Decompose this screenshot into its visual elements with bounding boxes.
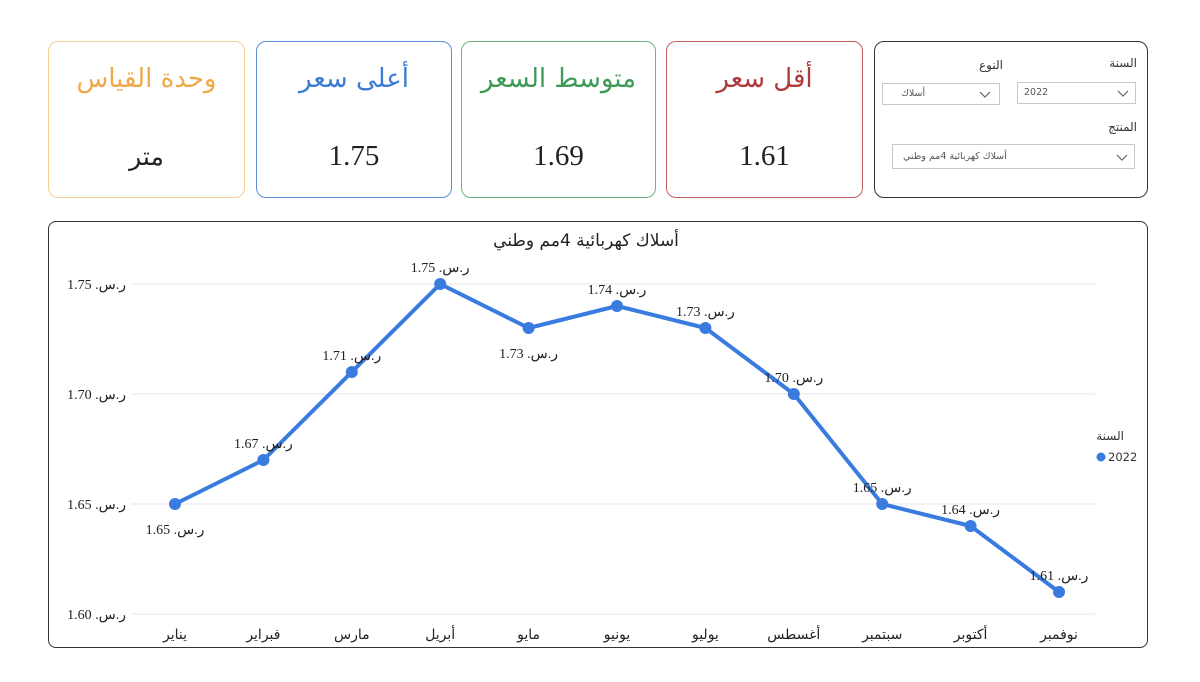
gridlines (131, 283, 1095, 615)
x-tick-label: فبراير (245, 627, 280, 643)
x-tick-label: أكتوبر (953, 625, 988, 643)
data-label: ر.س. 1.67 (234, 437, 293, 452)
data-point (169, 498, 181, 510)
x-tick-label: نوفمبر (1039, 627, 1078, 643)
data-label: ر.س. 1.65 (146, 523, 205, 538)
x-axis-ticks: يناير فبراير مارس أبريل مايو يونيو يوليو أغسطس س… (162, 625, 1078, 643)
type-dropdown-value: أسلاك (901, 88, 926, 99)
unit-card-value: متر (129, 142, 164, 171)
data-label: ر.س. 1.74 (588, 283, 647, 298)
price-line-chart: أسلاك كهربائية 4مم وطني ر.س. 1.60ر.س. 1.… (67, 229, 1137, 643)
data-point (964, 520, 977, 532)
price-chart-card: أسلاك كهربائية 4مم وطني ر.س. 1.60 ر.س. 1.… (48, 221, 1148, 648)
data-point (611, 300, 623, 312)
legend-series-label: 2022 (1108, 450, 1137, 464)
y-tick-label: ر.س. 1.70 (67, 388, 126, 403)
data-label: ر.س. 1.61 (1030, 569, 1089, 584)
data-point (876, 498, 889, 510)
data-point (787, 388, 800, 400)
data-label: ر.س. 1.70 (764, 371, 823, 386)
y-tick-label: ر.س. 1.65 (67, 498, 126, 513)
x-tick-label: أبريل (425, 625, 455, 643)
data-label: ر.س. 1.73 (676, 305, 735, 320)
chevron-down-icon (979, 91, 991, 98)
avg-price-card: متوسط السعر 1.69 (461, 41, 656, 198)
data-point (522, 322, 535, 334)
data-points (169, 278, 1065, 598)
y-axis-ticks: ر.س. 1.60 ر.س. 1.65 ر.س. 1.70 ر.س. 1.75 (67, 278, 126, 623)
x-tick-label: سبتمبر (861, 627, 902, 643)
min-price-value: 1.61 (739, 140, 790, 172)
data-label: ر.س. 1.64 (941, 503, 1000, 518)
data-label: ر.س. 1.73 (499, 347, 558, 362)
data-point (1053, 586, 1065, 598)
chevron-down-icon (1117, 90, 1129, 97)
max-price-value: 1.75 (328, 140, 380, 172)
data-label: ر.س. 1.71 (322, 349, 381, 364)
unit-card: وحدة القياس متر (48, 41, 245, 198)
type-dropdown[interactable]: أسلاك (882, 83, 1000, 105)
data-label: ر.س. 1.65 (853, 481, 912, 496)
product-dropdown-value: أسلاك كهربائية 4مم وطني (903, 151, 1007, 162)
type-filter-label: النوع (979, 58, 1003, 72)
filters-panel: السنة 2022 النوع أسلاك المنتج أسلاك كهرب… (874, 41, 1148, 198)
data-point (257, 454, 270, 466)
legend-title: السنة (1096, 429, 1124, 443)
data-point (345, 366, 358, 378)
max-price-title: أعلى سعر (299, 64, 409, 94)
product-filter-label: المنتج (1108, 120, 1137, 134)
data-label: ر.س. 1.75 (411, 261, 470, 276)
year-dropdown-value: 2022 (1024, 87, 1049, 98)
series-line-2022 (173, 282, 1061, 594)
product-dropdown[interactable]: أسلاك كهربائية 4مم وطني (892, 144, 1135, 169)
year-filter-label: السنة (1109, 56, 1137, 70)
x-tick-label: يونيو (603, 627, 631, 643)
x-tick-label: يناير (162, 627, 187, 643)
year-dropdown[interactable]: 2022 (1017, 82, 1136, 104)
unit-card-title: وحدة القياس (76, 64, 217, 94)
y-tick-label: ر.س. 1.75 (67, 278, 126, 293)
x-tick-label: مايو (516, 627, 540, 643)
x-tick-label: أغسطس (767, 625, 820, 643)
min-price-card: أقل سعر 1.61 (666, 41, 863, 198)
avg-price-value: 1.69 (533, 140, 584, 172)
x-tick-label: مارس (334, 627, 370, 643)
max-price-card: أعلى سعر 1.75 (256, 41, 452, 198)
chart-title: أسلاك كهربائية 4مم وطني (493, 229, 679, 251)
avg-price-title: متوسط السعر (480, 64, 637, 94)
x-tick-label: يوليو (691, 627, 719, 643)
data-point (699, 322, 712, 334)
y-tick-label: ر.س. 1.60 (67, 608, 126, 623)
data-point (434, 278, 447, 290)
min-price-title: أقل سعر (716, 64, 813, 94)
legend-marker (1096, 452, 1106, 462)
chevron-down-icon (1116, 154, 1128, 161)
chart-legend[interactable]: السنة 2022 (1096, 429, 1137, 464)
data-labels: ر.س. 1.65 ر.س. 1.67 ر.س. 1.71 ر.س. 1.75 ر.س.… (146, 261, 1089, 584)
